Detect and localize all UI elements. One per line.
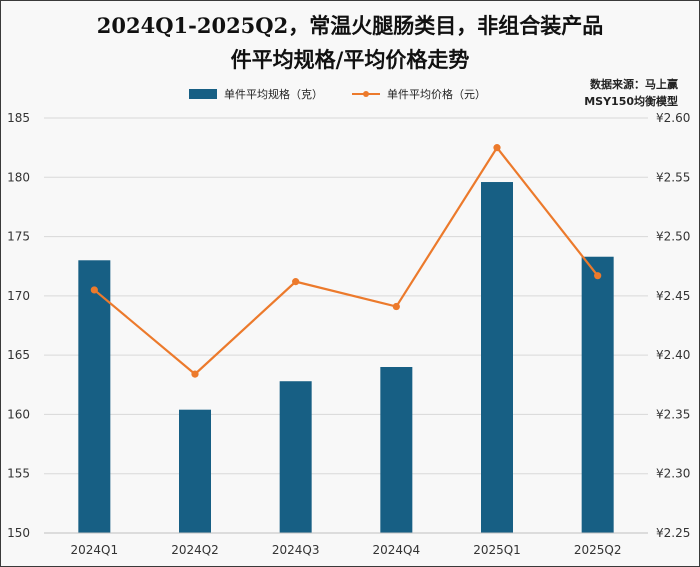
y-left-tick-label: 175 (7, 230, 30, 244)
bar (279, 381, 312, 533)
series-line (93, 145, 599, 376)
chart-title-line1: 2024Q1-2025Q2，常温火腿肠类目，非组合装产品 (96, 13, 604, 38)
legend-line-label: 单件平均价格（元） (387, 87, 486, 101)
bar (78, 260, 111, 533)
x-tick-label: 2024Q4 (373, 543, 421, 557)
bar (179, 409, 211, 533)
bar (380, 367, 413, 533)
y-right-tick-label: ¥2.35 (656, 407, 690, 421)
y-left-tick-label: 155 (7, 467, 30, 481)
bar (481, 182, 513, 533)
y-left-tick-label: 180 (7, 170, 30, 184)
legend-bar-label: 单件平均规格（克） (224, 87, 323, 101)
y-right-tick-label: ¥2.40 (656, 348, 690, 362)
model-note: MSY150均衡模型 (584, 95, 678, 108)
line-point (493, 144, 501, 152)
line-point (292, 278, 300, 286)
y-left-tick-label: 150 (7, 526, 30, 540)
bar (581, 256, 614, 533)
line-point (191, 370, 199, 378)
grid-layer (44, 117, 648, 475)
bar-layer (78, 182, 614, 533)
line-point (90, 286, 98, 294)
axis-layer: 150 ¥2.25 155 ¥2.30 160 ¥2.35 165 ¥2.40 170 ¥2.45… (7, 111, 690, 557)
x-tick-label: 2024Q3 (272, 543, 320, 557)
legend-bar-swatch (189, 89, 217, 99)
y-right-tick-label: ¥2.45 (656, 289, 690, 303)
y-left-tick-label: 170 (7, 289, 30, 303)
y-right-tick-label: ¥2.55 (656, 170, 690, 184)
line-point (594, 272, 602, 280)
y-left-tick-label: 160 (7, 407, 30, 421)
legend-line-marker (363, 91, 369, 97)
x-tick-label: 2025Q2 (574, 543, 622, 557)
y-left-tick-label: 165 (7, 348, 30, 362)
line-layer (90, 144, 602, 378)
y-left-tick-label: 185 (7, 111, 30, 125)
y-right-tick-label: ¥2.25 (656, 526, 690, 540)
y-right-tick-label: ¥2.50 (656, 230, 690, 244)
y-right-tick-label: ¥2.60 (656, 111, 690, 125)
source-note: 数据来源：马上赢 (590, 78, 678, 91)
x-tick-label: 2025Q1 (473, 543, 521, 557)
x-tick-label: 2024Q1 (71, 543, 119, 557)
y-right-tick-label: ¥2.30 (656, 467, 690, 481)
line-point (392, 302, 400, 311)
chart-title-line2: 件平均规格/平均价格走势 (230, 47, 470, 72)
x-tick-label: 2024Q2 (171, 543, 219, 557)
legend: 单件平均规格（克） 单件平均价格（元） (189, 87, 486, 101)
